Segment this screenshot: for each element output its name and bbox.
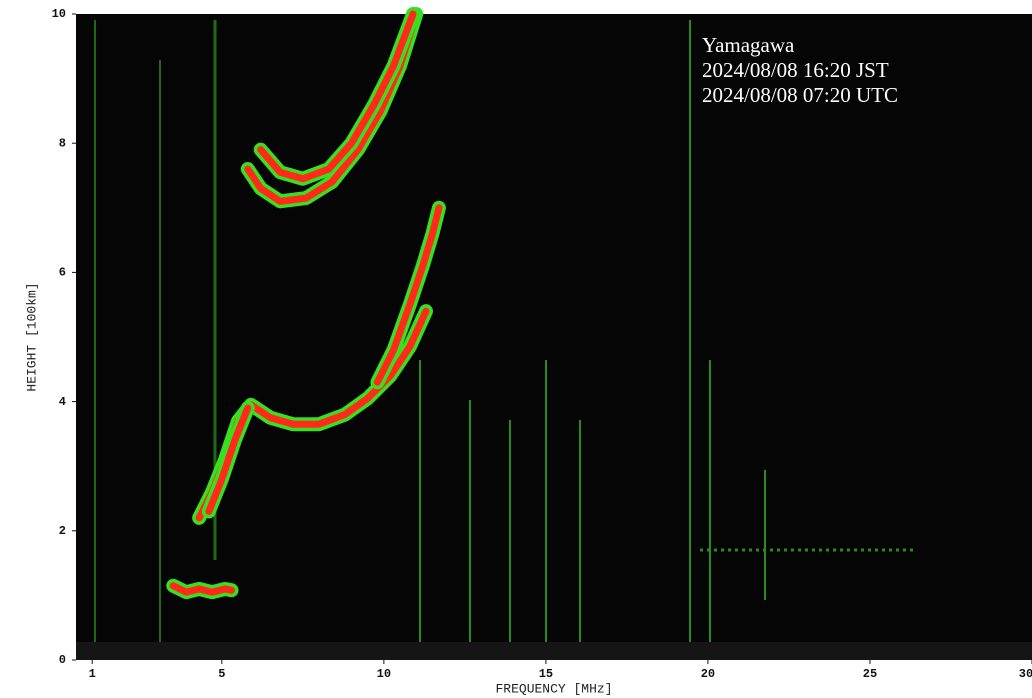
x-tick-label: 30 [1019,667,1032,681]
utc-time: 2024/08/08 07:20 UTC [702,83,898,107]
station: Yamagawa [702,33,795,57]
x-tick-label: 20 [701,667,715,681]
y-tick-label: 2 [59,524,66,538]
x-tick-label: 15 [539,667,553,681]
bottom-band [76,642,1032,660]
y-axis-label: HEIGHT [100km] [24,282,39,391]
y-tick-label: 4 [59,395,66,409]
trace [373,204,443,386]
x-tick-label: 1 [89,667,96,681]
x-axis-label: FREQUENCY [MHz] [495,681,612,696]
trace [169,582,236,596]
y-tick-label: 0 [59,653,66,667]
local-time: 2024/08/08 16:20 JST [702,58,889,82]
y-tick-label: 6 [59,266,66,280]
interference [94,20,915,642]
trace [205,404,252,515]
y-tick-label: 8 [59,136,66,150]
x-tick-label: 10 [377,667,391,681]
x-tick-label: 5 [218,667,225,681]
y-tick-label: 10 [52,7,66,21]
trace [257,10,417,183]
plot-area [76,14,1032,660]
x-tick-label: 25 [863,667,877,681]
